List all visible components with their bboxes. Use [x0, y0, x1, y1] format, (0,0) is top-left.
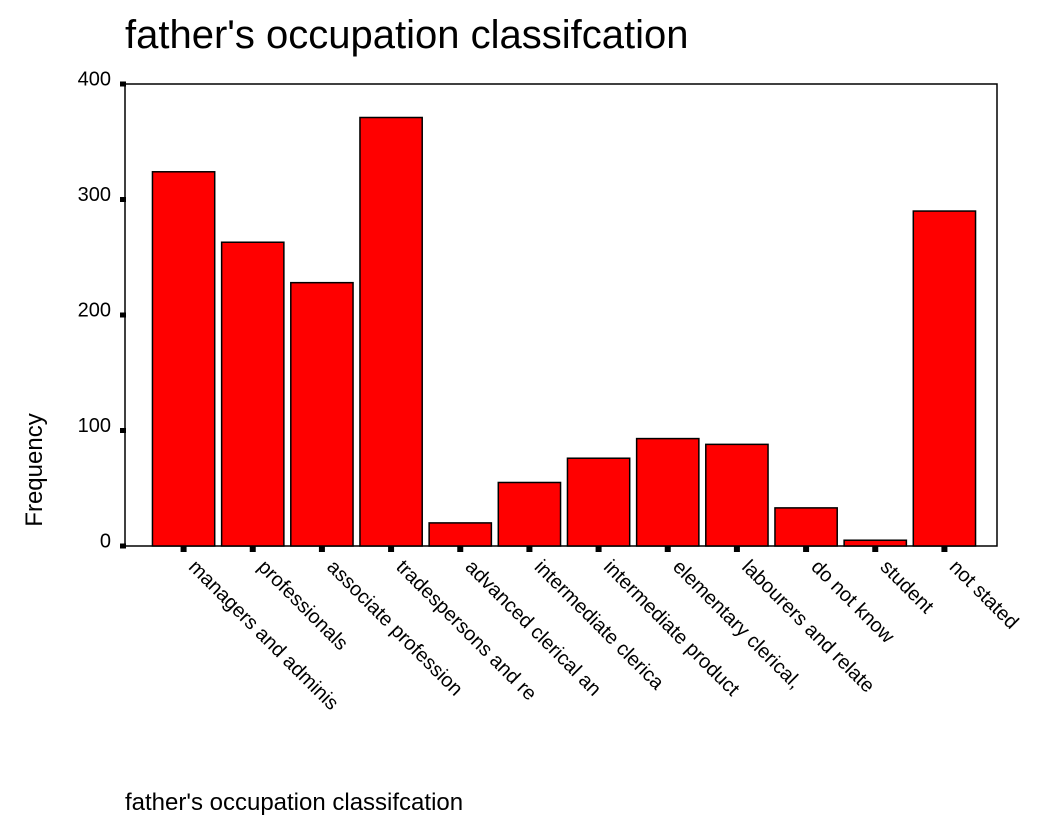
y-tick-label: 200	[78, 299, 111, 321]
chart-title: father's occupation classifcation	[125, 13, 689, 57]
x-tick	[526, 546, 533, 552]
x-tick	[318, 546, 325, 552]
x-tick	[388, 546, 395, 552]
bar	[912, 210, 977, 547]
x-tick-label: elementary clerical,	[668, 556, 805, 693]
x-tick	[664, 546, 671, 552]
x-tick	[457, 546, 464, 552]
bar	[635, 437, 700, 547]
x-tick-label: not stated	[945, 556, 1023, 634]
x-tick	[941, 546, 948, 552]
x-tick	[733, 546, 740, 552]
bar	[843, 539, 908, 547]
x-tick	[180, 546, 187, 552]
y-tick-label: 300	[78, 184, 111, 206]
bar	[705, 443, 769, 547]
x-tick	[595, 546, 602, 552]
x-tick-label: intermediate product	[599, 556, 744, 701]
x-tick	[872, 546, 879, 552]
bar	[566, 457, 631, 547]
bar	[497, 481, 562, 547]
bar	[774, 507, 838, 547]
x-tick-label: associate profession	[322, 556, 466, 700]
x-tick-label: advanced clerical an	[461, 556, 605, 700]
y-axis-label: Frequency	[21, 413, 48, 526]
y-tick-label: 100	[78, 415, 111, 437]
x-tick	[249, 546, 256, 552]
bar	[290, 281, 354, 547]
bar	[359, 116, 423, 547]
y-tick-label: 0	[100, 530, 111, 552]
bar	[220, 241, 285, 547]
x-axis-label: father's occupation classifcation	[125, 789, 463, 816]
x-tick	[803, 546, 810, 552]
x-tick-label: student	[876, 556, 938, 618]
y-tick-label: 400	[78, 68, 111, 90]
x-tick-label: labourers and relate	[737, 556, 878, 697]
x-tick-label: intermediate clerica	[530, 556, 669, 695]
bar	[428, 522, 493, 547]
bar	[151, 171, 216, 547]
